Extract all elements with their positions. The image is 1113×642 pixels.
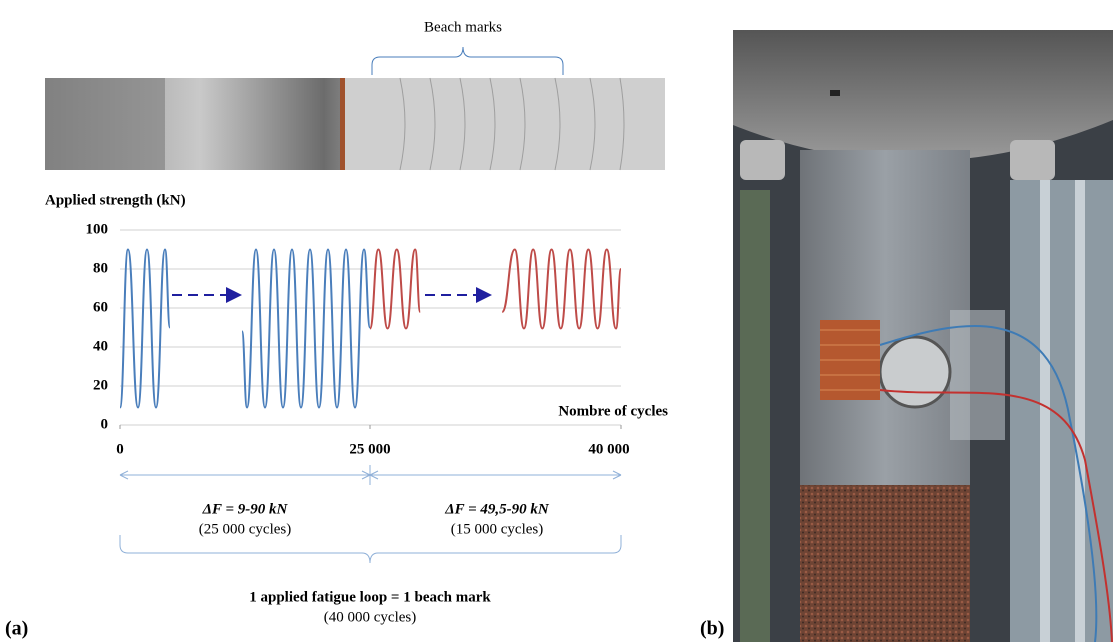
- x-tick-label: 40 000: [588, 441, 629, 457]
- y-tick-label: 0: [101, 416, 109, 432]
- y-tick-label: 80: [93, 260, 108, 276]
- panel-label: (a): [5, 618, 28, 640]
- loop-cycles: (40 000 cycles): [324, 609, 416, 625]
- series-line: [369, 248, 422, 330]
- y-tick-label: 60: [93, 299, 108, 315]
- beach-marks-label: Beach marks: [424, 19, 502, 35]
- brace: [371, 46, 564, 75]
- y-tick-label: 20: [93, 377, 108, 393]
- test-photo: [733, 30, 1113, 642]
- panel-label: (b): [700, 618, 724, 640]
- range-title: ΔF = 49,5-90 kN: [444, 501, 550, 517]
- range-cycles: (25 000 cycles): [199, 521, 291, 537]
- y-axis-label: Applied strength (kN): [45, 192, 186, 208]
- series-line: [501, 248, 622, 330]
- fracture-photo: [45, 77, 665, 171]
- range-arrows: [119, 465, 622, 564]
- series-line: [241, 248, 371, 409]
- range-cycles: (15 000 cycles): [451, 521, 543, 537]
- x-tick-label: 0: [116, 441, 124, 457]
- y-tick-label: 40: [93, 338, 108, 354]
- y-tick-label: 100: [86, 221, 109, 237]
- series-line: [119, 248, 171, 409]
- loop-title: 1 applied fatigue loop = 1 beach mark: [249, 589, 491, 605]
- x-tick-label: 25 000: [349, 441, 390, 457]
- range-title: ΔF = 9-90 kN: [202, 501, 289, 517]
- x-axis-label: Nombre of cycles: [558, 403, 668, 419]
